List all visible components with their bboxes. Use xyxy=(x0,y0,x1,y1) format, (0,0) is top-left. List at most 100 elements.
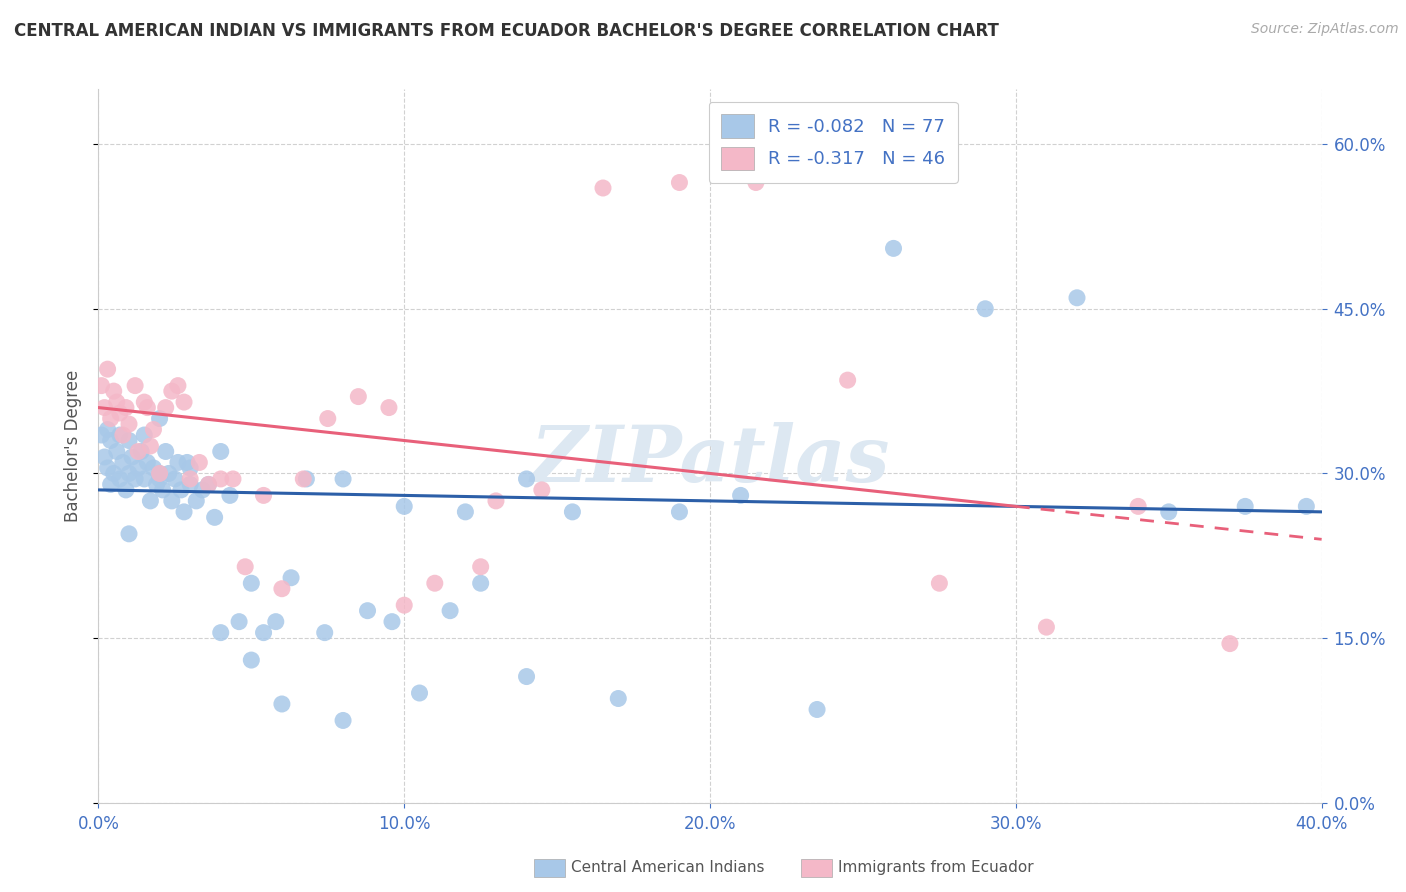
Point xyxy=(173,395,195,409)
Point xyxy=(111,428,134,442)
Point xyxy=(136,455,159,469)
Point xyxy=(136,401,159,415)
Point xyxy=(108,428,131,442)
Point xyxy=(97,461,120,475)
Point xyxy=(103,384,125,398)
Point xyxy=(90,428,112,442)
Point xyxy=(1295,500,1317,514)
Point xyxy=(292,472,315,486)
Point xyxy=(252,488,274,502)
Point xyxy=(1234,500,1257,514)
Point xyxy=(157,467,180,481)
Point xyxy=(115,401,138,415)
Point xyxy=(381,615,404,629)
Point xyxy=(152,483,174,497)
Point xyxy=(1035,620,1057,634)
Point xyxy=(516,472,538,486)
Point xyxy=(129,444,152,458)
Point xyxy=(454,505,477,519)
Point xyxy=(222,472,245,486)
Point xyxy=(209,444,232,458)
Point xyxy=(295,472,318,486)
Point xyxy=(264,615,287,629)
Point xyxy=(108,406,131,420)
Point xyxy=(134,428,156,442)
Legend: R = -0.082   N = 77, R = -0.317   N = 46: R = -0.082 N = 77, R = -0.317 N = 46 xyxy=(709,102,957,183)
Point xyxy=(97,362,120,376)
Point xyxy=(240,576,263,591)
Text: CENTRAL AMERICAN INDIAN VS IMMIGRANTS FROM ECUADOR BACHELOR'S DEGREE CORRELATION: CENTRAL AMERICAN INDIAN VS IMMIGRANTS FR… xyxy=(14,22,998,40)
Point xyxy=(160,384,183,398)
Point xyxy=(252,625,274,640)
Point xyxy=(561,505,583,519)
Point xyxy=(439,604,461,618)
Point xyxy=(142,423,165,437)
Point xyxy=(332,714,354,728)
Point xyxy=(105,444,128,458)
Point xyxy=(837,373,859,387)
Point xyxy=(121,450,143,464)
Point xyxy=(134,472,156,486)
Point xyxy=(179,461,201,475)
Y-axis label: Bachelor's Degree: Bachelor's Degree xyxy=(65,370,83,522)
Point xyxy=(270,582,292,596)
Point xyxy=(204,510,226,524)
Point xyxy=(209,472,232,486)
Text: ZIPatlas: ZIPatlas xyxy=(530,422,890,499)
Text: Central American Indians: Central American Indians xyxy=(571,861,765,875)
Point xyxy=(745,176,768,190)
Point xyxy=(93,401,115,415)
Point xyxy=(197,477,219,491)
Point xyxy=(356,604,378,618)
Point xyxy=(668,505,690,519)
Point xyxy=(974,301,997,316)
Point xyxy=(145,477,167,491)
Point xyxy=(149,472,172,486)
Point xyxy=(93,450,115,464)
Point xyxy=(1219,637,1241,651)
Point xyxy=(103,467,125,481)
Point xyxy=(332,472,354,486)
Point xyxy=(316,411,339,425)
Point xyxy=(186,494,208,508)
Point xyxy=(516,669,538,683)
Point xyxy=(163,472,186,486)
Point xyxy=(105,395,128,409)
Point xyxy=(191,483,214,497)
Point xyxy=(806,702,828,716)
Point xyxy=(124,378,146,392)
Point xyxy=(167,378,190,392)
Point xyxy=(111,455,134,469)
Point xyxy=(176,455,198,469)
Point xyxy=(142,461,165,475)
Point xyxy=(197,477,219,491)
Point xyxy=(139,494,162,508)
Point xyxy=(100,434,122,448)
Point xyxy=(392,598,416,612)
Point xyxy=(378,401,401,415)
Point xyxy=(530,483,553,497)
Point xyxy=(149,467,172,481)
Point xyxy=(97,423,120,437)
Point xyxy=(314,625,336,640)
Point xyxy=(470,559,492,574)
Point xyxy=(1128,500,1150,514)
Point xyxy=(270,697,292,711)
Point xyxy=(160,494,183,508)
Point xyxy=(118,434,141,448)
Point xyxy=(124,472,146,486)
Point xyxy=(179,472,201,486)
Point xyxy=(730,488,752,502)
Point xyxy=(118,526,141,541)
Point xyxy=(167,455,190,469)
Point xyxy=(470,576,492,591)
Point xyxy=(134,395,156,409)
Point xyxy=(1066,291,1088,305)
Point xyxy=(408,686,430,700)
Point xyxy=(179,477,201,491)
Point xyxy=(100,411,122,425)
Point xyxy=(592,181,614,195)
Point xyxy=(155,401,177,415)
Text: Immigrants from Ecuador: Immigrants from Ecuador xyxy=(838,861,1033,875)
Point xyxy=(668,176,690,190)
